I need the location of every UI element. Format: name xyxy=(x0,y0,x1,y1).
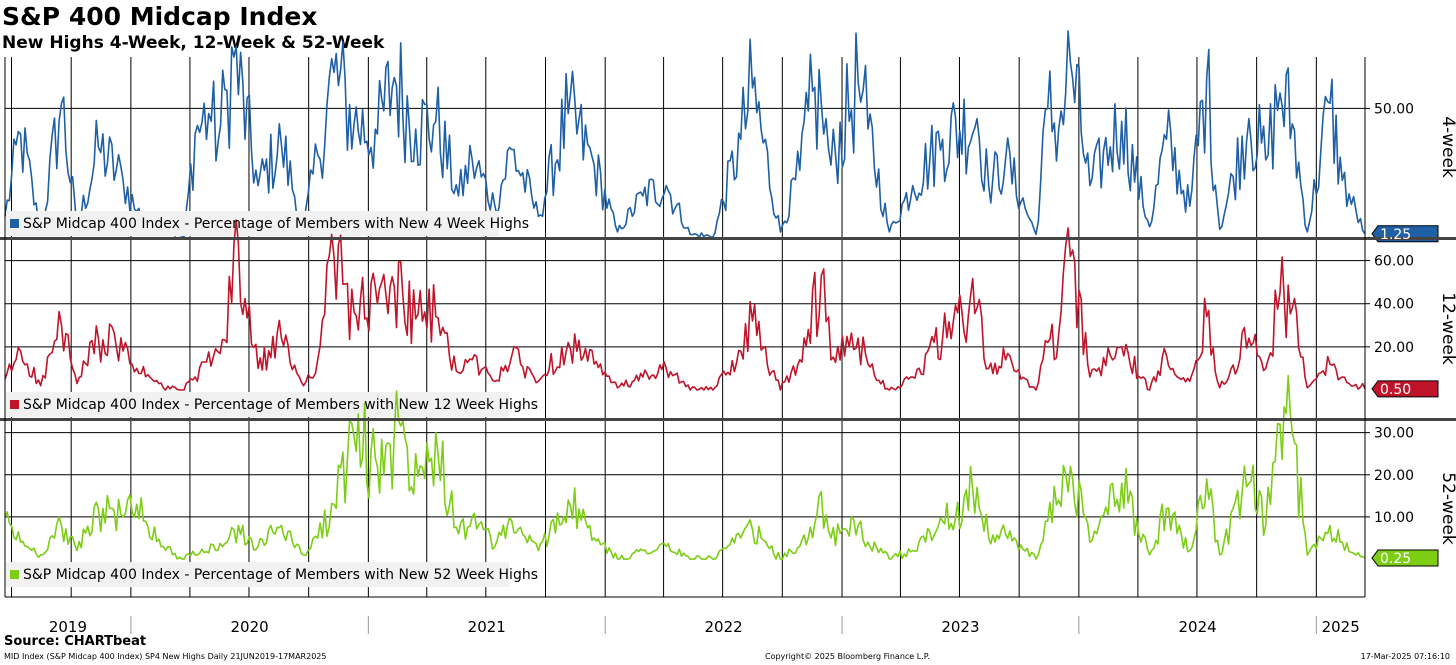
footer-left: MID Index (S&P Midcap 400 Index) SP4 New… xyxy=(4,652,327,661)
series-line-52-week xyxy=(4,374,1366,560)
x-tick-label-2025: 2025 xyxy=(1322,618,1360,636)
y-tick-label: 20.00 xyxy=(1374,340,1414,356)
grid-layer xyxy=(5,57,1365,597)
series-layer xyxy=(4,30,1366,588)
y-tick-label: 20.00 xyxy=(1374,468,1414,484)
y-tick-label: 60.00 xyxy=(1374,254,1414,270)
legend-box xyxy=(6,392,509,417)
label-layer: 2019 2020 2021 2022 2023 2024 2025 50.00 S&P Mid… xyxy=(23,101,1456,636)
legend-label: S&P Midcap 400 Index - Percentage of Mem… xyxy=(23,567,538,583)
legend-swatch xyxy=(10,400,19,409)
panel-axis-title: 12-week xyxy=(1438,292,1456,365)
x-tick-label-2020: 2020 xyxy=(231,618,269,636)
chart-title: S&P 400 Midcap Index xyxy=(2,2,318,31)
last-value-label: 1.25 xyxy=(1380,227,1411,243)
footer-timestamp: 17-Mar-2025 07:16:10 xyxy=(1360,652,1450,661)
last-value-label: 0.25 xyxy=(1380,551,1411,567)
y-tick-label: 10.00 xyxy=(1374,510,1414,526)
footer-copyright: Copyright© 2025 Bloomberg Finance L.P. xyxy=(765,652,930,661)
legend-swatch xyxy=(10,219,19,228)
panel-axis-title: 4-week xyxy=(1438,116,1456,178)
x-tick-label-2019: 2019 xyxy=(49,618,87,636)
y-tick-label: 50.00 xyxy=(1374,101,1414,117)
last-value-tag xyxy=(1371,549,1439,567)
last-value-tag xyxy=(1371,380,1439,398)
legend-swatch xyxy=(10,570,19,580)
legend-label: S&P Midcap 400 Index - Percentage of Mem… xyxy=(23,216,529,232)
legend-box xyxy=(6,211,499,236)
source-note: Source: CHARTbeat xyxy=(4,634,147,649)
last-value-label: 0.50 xyxy=(1380,382,1411,398)
y-tick-label: 30.00 xyxy=(1374,426,1414,442)
x-tick-label-2024: 2024 xyxy=(1179,618,1217,636)
series-line-4-week xyxy=(4,30,1366,238)
frame-layer xyxy=(0,57,1456,634)
x-tick-label-2023: 2023 xyxy=(941,618,979,636)
panel-divider xyxy=(0,418,1456,421)
x-tick-label-2022: 2022 xyxy=(705,618,743,636)
legend-label: S&P Midcap 400 Index - Percentage of Mem… xyxy=(23,397,538,413)
x-tick-label-2021: 2021 xyxy=(468,618,506,636)
legend-box xyxy=(6,562,509,588)
y-tick-label: 40.00 xyxy=(1374,297,1414,313)
chart-subtitle: New Highs 4-Week, 12-Week & 52-Week xyxy=(2,33,385,53)
panel-divider xyxy=(0,237,1456,240)
series-line-12-week xyxy=(4,219,1366,391)
panel-axis-title: 52-week xyxy=(1438,472,1456,545)
